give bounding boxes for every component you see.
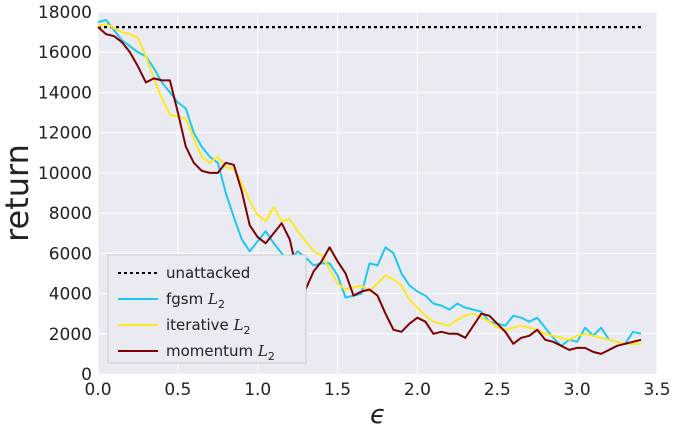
- x-tick-label: 1.5: [324, 380, 351, 400]
- legend-name: unattacked: [166, 264, 250, 282]
- legend-name: iterative: [166, 316, 234, 334]
- tick-labels: 0.0 0.5 1.0 1.5 2.0 2.5 3.0 3.5 0 2000 4000 6000 800…: [38, 3, 671, 400]
- x-tick-label: 3.0: [564, 380, 591, 400]
- y-axis-label: return: [0, 144, 36, 242]
- legend-box: [107, 254, 307, 364]
- legend-math-L: L: [233, 316, 244, 334]
- y-tick-label: 18000: [38, 3, 92, 23]
- y-tick-label: 6000: [49, 244, 92, 264]
- legend-subscript: 2: [218, 298, 225, 311]
- legend-label-1: fgsm L2: [166, 290, 225, 311]
- y-tick-label: 0: [81, 365, 92, 385]
- legend-name: momentum: [166, 342, 258, 360]
- y-tick-label: 10000: [38, 164, 92, 184]
- y-tick-label: 14000: [38, 83, 92, 103]
- x-tick-label: 0.0: [84, 380, 111, 400]
- series-line-2: [97, 23, 641, 345]
- legend-label-3: momentum L2: [166, 342, 275, 363]
- legend-label-0: unattacked: [166, 264, 250, 282]
- series-line-3: [97, 26, 642, 355]
- y-tick-label: 4000: [49, 285, 92, 305]
- y-tick-label: 8000: [49, 204, 92, 224]
- legend-name: fgsm: [166, 290, 208, 308]
- x-axis-label: ϵ: [370, 400, 386, 430]
- x-tick-label: 0.5: [164, 380, 191, 400]
- x-tick-label: 2.0: [404, 380, 431, 400]
- legend-subscript: 2: [268, 350, 275, 363]
- legend-label-2: iterative L2: [166, 316, 251, 337]
- legend-subscript: 2: [244, 324, 251, 337]
- x-tick-label: 2.5: [484, 380, 511, 400]
- legend-math-L: L: [207, 290, 218, 308]
- y-tick-label: 12000: [38, 124, 92, 144]
- series-lines: [97, 19, 642, 355]
- legend-math-L: L: [257, 342, 268, 360]
- grid-lines: [97, 11, 658, 375]
- x-tick-label: 1.0: [244, 380, 271, 400]
- x-tick-label: 3.5: [643, 380, 670, 400]
- y-tick-label: 2000: [49, 325, 92, 345]
- y-tick-label: 16000: [38, 43, 92, 63]
